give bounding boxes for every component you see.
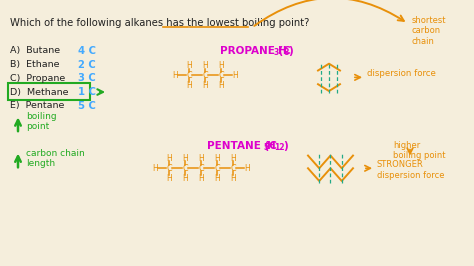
Text: H: H [166, 154, 172, 163]
Text: C: C [214, 164, 220, 173]
Text: C: C [202, 71, 208, 80]
Text: H: H [218, 81, 224, 90]
Text: boiling
point: boiling point [26, 112, 56, 131]
Text: H: H [202, 81, 208, 90]
Text: H: H [218, 61, 224, 70]
Text: Which of the following alkanes has the lowest boiling point?: Which of the following alkanes has the l… [10, 18, 310, 28]
Text: carbon chain
length: carbon chain length [26, 149, 85, 168]
Text: E)  Pentane: E) Pentane [10, 101, 64, 110]
Text: H: H [186, 81, 192, 90]
Text: C: C [198, 164, 204, 173]
Text: H: H [152, 164, 158, 173]
Text: PENTANE (C: PENTANE (C [207, 141, 277, 151]
Text: H: H [230, 154, 236, 163]
Text: ): ) [283, 141, 288, 151]
Text: 12: 12 [274, 143, 284, 152]
Text: 5 C: 5 C [78, 101, 96, 111]
Text: H: H [186, 61, 192, 70]
Text: A)  Butane: A) Butane [10, 47, 60, 56]
Text: H: H [182, 154, 188, 163]
Text: dispersion force: dispersion force [367, 69, 436, 78]
Text: H: H [166, 173, 172, 182]
Text: C)  Propane: C) Propane [10, 74, 65, 83]
Text: 8: 8 [284, 48, 289, 57]
Text: H: H [278, 46, 287, 56]
Text: H: H [214, 154, 220, 163]
Text: C: C [186, 71, 192, 80]
Text: C: C [166, 164, 172, 173]
Text: H: H [198, 173, 204, 182]
Text: H: H [232, 71, 238, 80]
Text: H: H [202, 61, 208, 70]
Text: ): ) [288, 46, 293, 56]
Text: C: C [230, 164, 236, 173]
Text: 3 C: 3 C [78, 73, 96, 83]
Text: 1 C: 1 C [78, 87, 96, 97]
Text: shortest
carbon
chain: shortest carbon chain [412, 16, 447, 45]
Text: C: C [218, 71, 224, 80]
Text: D)  Methane: D) Methane [10, 88, 69, 97]
Bar [8, 83, 90, 100]
Text: C: C [182, 164, 188, 173]
Text: H: H [230, 173, 236, 182]
Text: H: H [182, 173, 188, 182]
Text: B)  Ethane: B) Ethane [10, 60, 60, 69]
Text: H: H [267, 141, 276, 151]
Text: H: H [198, 154, 204, 163]
Text: 2 C: 2 C [78, 60, 96, 70]
Text: 3: 3 [274, 48, 279, 57]
Text: STRONGER
dispersion force: STRONGER dispersion force [377, 160, 445, 180]
Text: H: H [172, 71, 178, 80]
Text: 4 C: 4 C [78, 46, 96, 56]
Text: H: H [214, 173, 220, 182]
Text: 5: 5 [263, 143, 268, 152]
Text: PROPANE (C: PROPANE (C [220, 46, 291, 56]
Text: higher
boiling point: higher boiling point [393, 141, 446, 160]
Text: H: H [244, 164, 250, 173]
